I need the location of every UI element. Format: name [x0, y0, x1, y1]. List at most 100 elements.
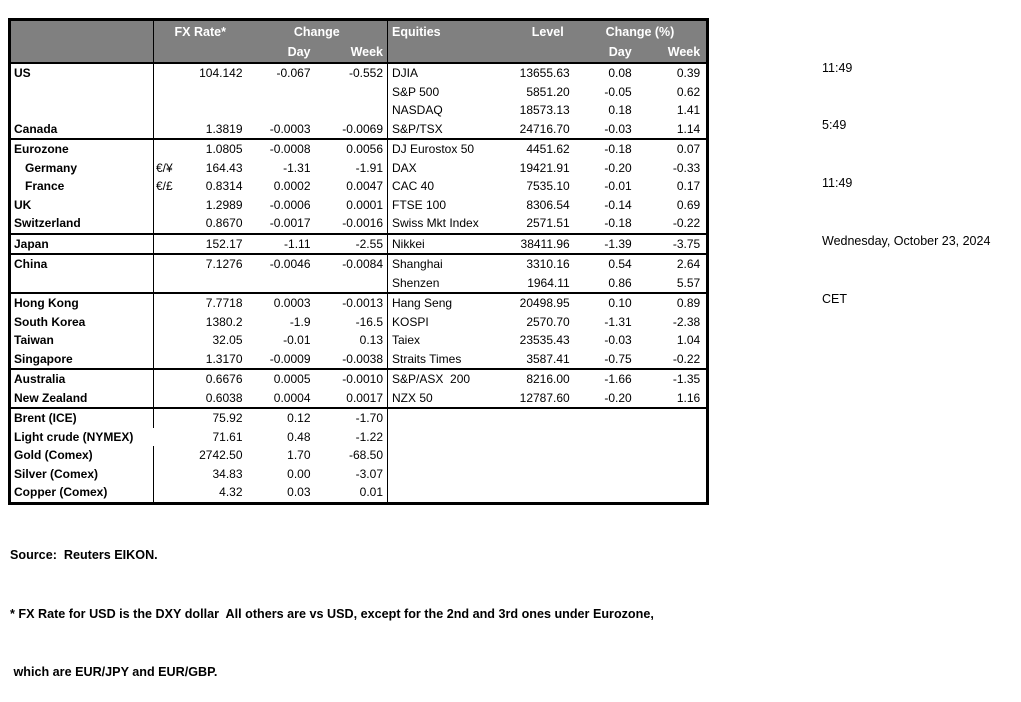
- table-row: NASDAQ 18573.13 0.18 1.41: [9, 101, 708, 120]
- table-row: Eurozone 1.0805 -0.0008 0.0056 DJ Eurostox 5…: [9, 139, 708, 159]
- fx-label-cell: Copper (Comex): [9, 483, 154, 503]
- footer-notes: Source: Reuters EIKON. * FX Rate for USD…: [10, 507, 654, 702]
- fx-rate-cell: 2742.50: [199, 448, 243, 462]
- fx-day-cell: -1.31: [283, 160, 311, 175]
- fx-week-cell: 0.0047: [313, 177, 388, 196]
- fx-pair-cell: [154, 369, 183, 389]
- fx-rate-cell: 1.2989: [205, 197, 243, 212]
- eq-week-cell: [642, 428, 708, 447]
- fx-day-cell: [247, 101, 314, 120]
- eq-day-cell: [574, 428, 642, 447]
- fx-day-cell: -0.0009: [269, 351, 311, 366]
- eq-day-cell: [574, 446, 642, 465]
- table-row: Canada 1.3819 -0.0003 -0.0069 S&P/TSX 24716.7…: [9, 119, 708, 139]
- time-local: 11:49: [822, 60, 853, 75]
- eq-week-cell: [642, 465, 708, 484]
- fx-week-cell: 0.0017: [313, 388, 388, 408]
- fx-day-cell: 0.00: [287, 466, 311, 481]
- fx-rate-cell: 71.61: [212, 429, 243, 444]
- fx-pair-cell: [154, 465, 183, 484]
- eq-day-cell: 0.10: [608, 296, 632, 310]
- fx-rate-cell: 0.6038: [205, 390, 243, 405]
- eq-level-cell: 18573.13: [519, 103, 570, 117]
- fx-rate-cell: 1.3819: [205, 121, 243, 136]
- fx-week-cell: 0.13: [313, 331, 388, 350]
- table-row: Shenzen 1964.11 0.86 5.57: [9, 273, 708, 293]
- eq-day-cell: 0.86: [608, 275, 632, 290]
- fx-rate-cell: 0.8314: [205, 179, 243, 193]
- table-row: Hong Kong 7.7718 0.0003 -0.0013 Hang Seng 204…: [9, 293, 708, 313]
- eq-label-cell: Nikkei: [392, 236, 425, 251]
- eq-label-cell: [388, 446, 479, 465]
- fx-rate-cell: 152.17: [205, 236, 243, 251]
- fx-week-cell: -1.70: [313, 408, 388, 428]
- fx-label-cell: New Zealand: [9, 388, 154, 408]
- eq-day-cell: -0.01: [604, 179, 632, 193]
- fx-label-cell: Taiwan: [9, 331, 154, 350]
- time-tertiary: 11:49: [822, 176, 853, 191]
- eq-day-cell: -0.18: [604, 142, 632, 156]
- eq-day-cell: [574, 465, 642, 484]
- eq-week-cell: -1.35: [672, 372, 701, 386]
- eq-day-cell: [574, 483, 642, 503]
- fx-day-cell: -1.11: [284, 236, 311, 251]
- table-row: Silver (Comex) 34.83 0.00 -3.07: [9, 464, 708, 484]
- eq-week-cell: 1.16: [676, 390, 701, 405]
- fx-pair-cell: [154, 350, 183, 370]
- eq-level-cell: 19421.91: [519, 160, 570, 175]
- fx-label-cell: South Korea: [9, 312, 154, 331]
- fx-day-cell: 0.0005: [273, 372, 311, 386]
- fx-pair-cell: [154, 331, 183, 350]
- market-table: FX Rate* Change Equities Level Change (%…: [8, 18, 710, 505]
- eq-day-cell: -0.05: [604, 84, 632, 99]
- eq-change-header: Change (%): [573, 19, 708, 42]
- fx-rate-cell: 1380.2: [205, 314, 243, 329]
- fx-rate-cell: 1.0805: [205, 142, 243, 156]
- eq-level-cell: 3310.16: [526, 257, 570, 271]
- table-row: Taiwan 32.05 -0.01 0.13 Taiex 23535.43 -0.03 1.…: [9, 331, 708, 350]
- footer-footnote-line1: * FX Rate for USD is the DXY dollar All …: [10, 606, 654, 621]
- eq-level-cell: 13655.63: [519, 66, 570, 80]
- table-row: South Korea 1380.2 -1.9 -16.5 KOSPI 2570.70 -1…: [9, 312, 708, 332]
- fx-week-cell: -0.0016: [313, 214, 388, 234]
- fx-pair-cell: [154, 139, 183, 159]
- fx-rate-cell: 75.92: [212, 411, 243, 425]
- eq-day-cell: -0.20: [604, 160, 632, 175]
- eq-level-cell: 2571.51: [526, 216, 570, 230]
- fx-week-header: Week: [313, 42, 388, 63]
- eq-label-cell: CAC 40: [392, 179, 435, 193]
- table-row: Singapore 1.3170 -0.0009 -0.0038 Straits Tim…: [9, 349, 708, 370]
- eq-label-cell: S&P 500: [392, 84, 440, 99]
- fx-week-cell: -0.0013: [313, 293, 388, 313]
- fx-pair-cell: [154, 101, 183, 120]
- eq-label-cell: Straits Times: [392, 351, 462, 366]
- eq-week-cell: 1.41: [676, 103, 701, 117]
- fx-rate-cell: 1.3170: [205, 351, 243, 366]
- eq-week-cell: 0.17: [676, 179, 701, 193]
- eq-week-cell: 1.14: [676, 121, 701, 136]
- fx-label-cell: Germany: [9, 158, 154, 177]
- eq-week-cell: 0.62: [676, 84, 701, 99]
- fx-week-cell: -16.5: [313, 312, 388, 331]
- fx-rate-cell: 0.8670: [205, 216, 243, 230]
- fx-pair-cell: [154, 63, 183, 83]
- eq-level-cell: 5851.20: [526, 84, 570, 99]
- table-body: US 104.142 -0.067 -0.552 DJIA 13655.63 0.08 0.3…: [9, 63, 708, 503]
- fx-pair-cell: [154, 428, 183, 447]
- fx-pair-cell: [154, 234, 183, 255]
- fx-pair-cell: [154, 313, 183, 332]
- fx-pair-cell: [154, 446, 183, 465]
- eq-week-cell: [642, 408, 708, 428]
- fx-label-cell: US: [9, 63, 154, 83]
- eq-level-cell: 24716.70: [519, 121, 570, 136]
- table-row: Switzerland 0.8670 -0.0017 -0.0016 Swiss Mkt…: [9, 214, 708, 234]
- eq-level-cell: 23535.43: [519, 333, 570, 347]
- fx-week-cell: -0.552: [313, 63, 388, 83]
- fx-day-cell: -0.01: [283, 333, 311, 347]
- eq-level-cell: 3587.41: [526, 351, 570, 366]
- eq-level-cell: [479, 446, 574, 465]
- date-line: Wednesday, October 23, 2024: [822, 234, 991, 249]
- fx-week-cell: -3.07: [313, 464, 388, 483]
- eq-label-cell: Shenzen: [392, 275, 440, 290]
- eq-week-header: Week: [641, 42, 708, 63]
